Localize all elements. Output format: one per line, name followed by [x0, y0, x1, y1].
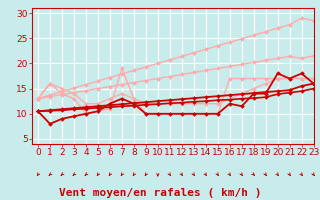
Text: Vent moyen/en rafales ( km/h ): Vent moyen/en rafales ( km/h ) — [59, 188, 261, 198]
